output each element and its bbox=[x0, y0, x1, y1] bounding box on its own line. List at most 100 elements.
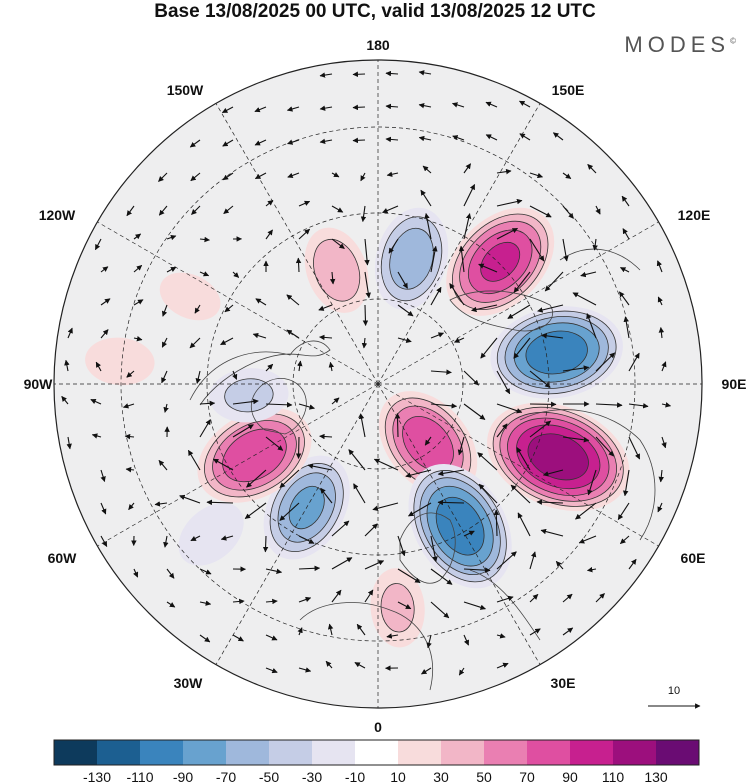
wind-vector-arrow bbox=[496, 595, 514, 603]
wind-vector-arrow bbox=[451, 102, 465, 108]
wind-vector-arrow bbox=[298, 228, 311, 240]
wind-vector-arrow bbox=[124, 433, 135, 440]
wind-vector-arrow bbox=[265, 363, 274, 372]
wind-vector-arrow bbox=[552, 132, 564, 141]
longitude-label-180: 180 bbox=[366, 37, 390, 53]
wind-vector-arrow bbox=[513, 271, 531, 293]
wind-vector-arrow bbox=[382, 205, 399, 214]
wind-vector-arrow bbox=[220, 535, 234, 541]
wind-vector-arrow bbox=[661, 436, 667, 449]
negative-anomaly-center bbox=[178, 502, 244, 566]
wind-vector-arrow bbox=[64, 359, 70, 372]
wind-vector-arrow bbox=[595, 593, 605, 603]
colorbar-swatch bbox=[570, 740, 613, 765]
wind-vector-arrow bbox=[100, 329, 109, 339]
wind-vector-arrow bbox=[319, 138, 333, 144]
positive-anomaly-center bbox=[487, 402, 630, 512]
wind-vector-arrow bbox=[430, 568, 453, 585]
colorbar-tick-label: -110 bbox=[127, 769, 154, 783]
wind-vector-arrow bbox=[331, 172, 340, 178]
wind-vector-arrow bbox=[562, 238, 569, 262]
wind-vector-arrow bbox=[255, 298, 267, 306]
colorbar-swatch bbox=[269, 740, 312, 765]
wind-vector-arrow bbox=[286, 329, 300, 339]
wind-vector-arrow bbox=[471, 304, 498, 313]
wind-vector-arrow bbox=[222, 139, 234, 147]
wind-vector-arrow bbox=[572, 292, 597, 306]
wind-vector-arrow bbox=[397, 271, 408, 289]
map-outer-boundary bbox=[53, 59, 703, 709]
wind-vector-arrow bbox=[562, 205, 574, 219]
wind-vector-arrow bbox=[328, 361, 335, 372]
wind-vector-arrow bbox=[67, 327, 73, 339]
wind-vector-arrow bbox=[595, 436, 615, 457]
negative-anomaly-center bbox=[374, 207, 449, 310]
wind-vector-arrow bbox=[354, 662, 366, 669]
coastline-canada-arctic bbox=[189, 340, 331, 406]
wind-vector-arrow bbox=[199, 419, 211, 438]
wind-vector-arrow bbox=[580, 271, 597, 278]
wind-vector-arrow bbox=[265, 402, 293, 408]
wind-vector-arrow bbox=[158, 459, 168, 471]
coastline-scandinavia bbox=[399, 512, 456, 584]
wind-vector-arrow bbox=[496, 662, 509, 669]
wind-vector-arrow bbox=[463, 163, 472, 174]
wind-vector-arrow bbox=[620, 267, 630, 273]
wind-vector-arrow bbox=[100, 502, 107, 515]
wind-vector-arrow bbox=[254, 106, 267, 113]
wind-vector-arrow bbox=[397, 568, 421, 584]
wind-vector-arrow bbox=[360, 172, 366, 182]
wind-vector-arrow bbox=[424, 436, 432, 446]
wind-vector-arrow bbox=[463, 634, 470, 646]
colorbar-swatch bbox=[484, 740, 527, 765]
wind-vector-arrow bbox=[496, 168, 512, 175]
graticule bbox=[54, 60, 702, 708]
wind-vector-arrow bbox=[394, 412, 401, 438]
wind-vector-arrow bbox=[362, 304, 369, 326]
wind-vector-arrow bbox=[430, 286, 442, 306]
meridian-line bbox=[377, 383, 678, 558]
wind-vector-arrow bbox=[463, 601, 486, 610]
wind-vector-arrow bbox=[298, 403, 315, 410]
wind-vector-arrow bbox=[661, 402, 672, 408]
anomaly-contour-band bbox=[380, 583, 415, 633]
wind-vector-arrow bbox=[661, 361, 667, 372]
coastline-asia bbox=[519, 248, 656, 541]
wind-vector-arrow bbox=[536, 499, 564, 505]
wind-vector-arrow bbox=[463, 403, 486, 420]
wind-vector-arrow bbox=[542, 469, 564, 477]
modes-brand-logo: MODES© bbox=[624, 32, 736, 57]
colorbar-tick-label: 50 bbox=[476, 769, 492, 783]
wind-vector-arrow bbox=[397, 337, 412, 343]
wind-vector-arrow bbox=[540, 528, 564, 537]
wind-vector-arrow bbox=[189, 139, 201, 148]
wind-vector-arrow bbox=[244, 502, 267, 520]
colorbar-swatch bbox=[441, 740, 484, 765]
wind-vector-arrow bbox=[154, 501, 168, 507]
longitude-label-30w: 30W bbox=[174, 675, 204, 691]
wind-vector-arrow bbox=[496, 403, 523, 414]
wind-vector-arrow bbox=[232, 424, 254, 438]
map-title: Base 13/08/2025 00 UTC, valid 13/08/2025… bbox=[154, 1, 596, 22]
wind-vector-arrow bbox=[61, 395, 69, 405]
longitude-label-30e: 30E bbox=[551, 675, 576, 691]
wind-vector-arrow bbox=[422, 165, 432, 174]
vector-scale-key: 10 bbox=[648, 685, 701, 709]
colorbar-swatch bbox=[183, 740, 226, 765]
wind-vector-arrow bbox=[496, 370, 511, 395]
wind-vector-arrow bbox=[517, 512, 531, 537]
wind-vector-arrow bbox=[166, 601, 176, 608]
longitude-label-60e: 60E bbox=[681, 550, 706, 566]
colorbar-tick-label: 90 bbox=[562, 769, 578, 783]
wind-vector-arrow bbox=[161, 370, 168, 384]
wind-vector-arrow bbox=[519, 100, 531, 108]
wind-vector-arrow bbox=[298, 200, 311, 207]
wind-vector-arrow bbox=[265, 229, 273, 240]
wind-vector-arrow bbox=[166, 266, 177, 273]
wind-vector-arrow bbox=[485, 101, 498, 108]
wind-vector-arrow bbox=[161, 304, 168, 317]
wind-vector-arrow bbox=[452, 135, 465, 141]
wind-vector-arrow bbox=[463, 370, 479, 386]
colorbar-tick-label: 10 bbox=[390, 769, 406, 783]
anomaly-contour-band bbox=[525, 330, 588, 375]
